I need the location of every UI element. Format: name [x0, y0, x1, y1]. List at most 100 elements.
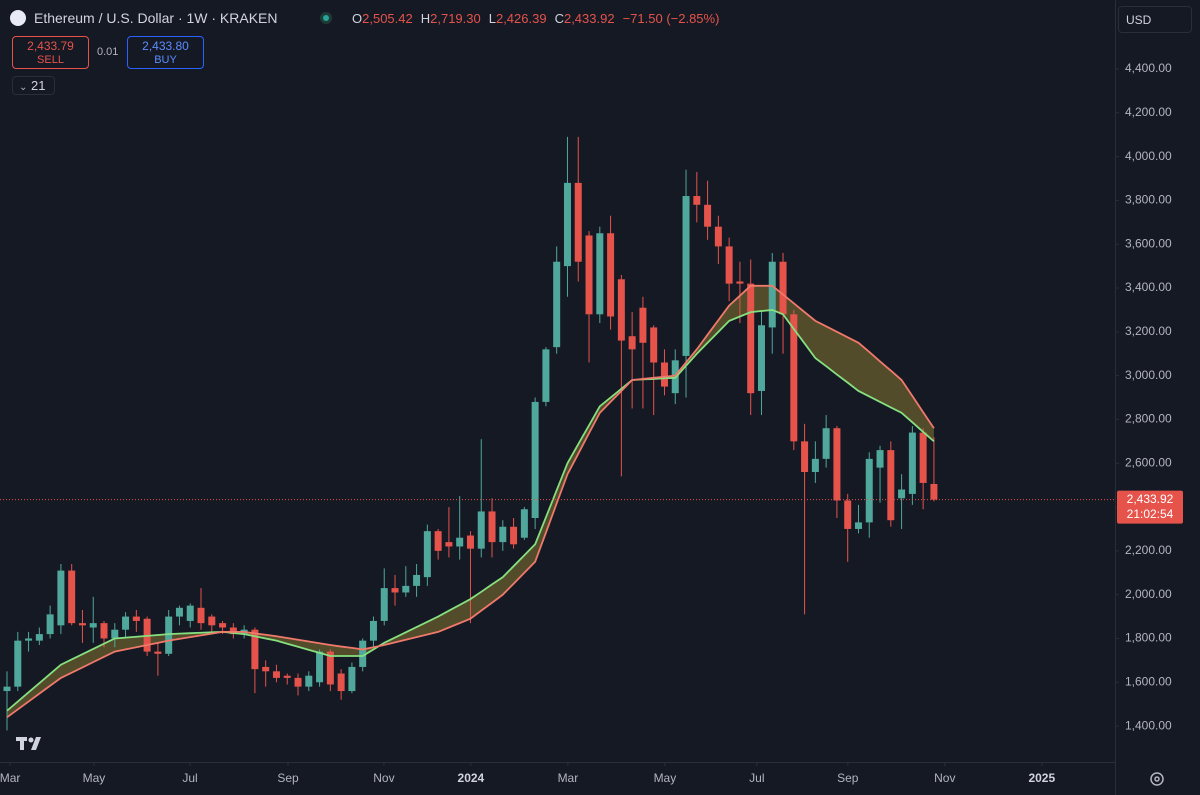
x-tick-label: Sep	[277, 771, 299, 785]
candle-body	[132, 616, 140, 621]
x-tick-label: Jul	[749, 771, 764, 785]
candle-body	[660, 362, 668, 387]
candle-body	[186, 605, 194, 621]
candle-body	[272, 671, 280, 678]
y-tick-label: 2,600.00	[1125, 455, 1172, 469]
candle-body	[445, 542, 453, 547]
candle-body	[639, 307, 647, 343]
indicator-length: 21	[31, 78, 46, 93]
eth-icon	[10, 10, 26, 26]
ema-line	[6, 309, 935, 712]
candle-body	[607, 233, 615, 317]
candle-body	[391, 588, 399, 593]
sell-label: SELL	[37, 54, 64, 66]
candle-body	[466, 535, 474, 549]
last-price-label: 2,433.92	[1127, 492, 1174, 506]
candle-body	[175, 607, 183, 617]
candle-body	[305, 675, 313, 687]
y-tick-label: 3,400.00	[1125, 280, 1172, 294]
candle-body	[919, 432, 927, 483]
x-tick-label: Mar	[0, 771, 20, 785]
candle-body	[122, 616, 130, 630]
candle-body	[68, 570, 76, 624]
buy-label: BUY	[154, 54, 177, 66]
candle-body	[574, 182, 582, 262]
candle-body	[520, 509, 528, 538]
candle-body	[283, 675, 291, 678]
candle-body	[704, 204, 712, 227]
candle-body	[219, 623, 227, 628]
y-tick-label: 2,800.00	[1125, 412, 1172, 426]
ohlc-value: 2,505.42	[362, 11, 413, 26]
candle-body	[348, 666, 356, 692]
candle-body	[596, 233, 604, 315]
candle-body	[35, 634, 43, 641]
candle-body	[736, 281, 744, 284]
y-tick-label: 2,000.00	[1125, 587, 1172, 601]
candle-body	[908, 432, 916, 494]
status-dot	[320, 12, 332, 24]
x-tick-label: Jul	[182, 771, 197, 785]
candle-body	[542, 349, 550, 402]
candle-body	[78, 623, 86, 626]
y-tick-label: 1,600.00	[1125, 674, 1172, 688]
countdown: 21:02:54	[1127, 507, 1174, 521]
candle-body	[229, 627, 237, 635]
ohlc-value: 2,426.39	[495, 11, 547, 26]
candle-body	[359, 640, 367, 667]
ohlc-key: O	[352, 11, 363, 26]
buy-button[interactable]: 2,433.80 BUY	[127, 36, 204, 69]
candle-body	[790, 314, 798, 442]
candle-body	[154, 651, 162, 654]
x-tick-label: 2024	[458, 771, 485, 785]
candle-body	[585, 235, 593, 315]
candle-body	[413, 574, 421, 586]
candle-body	[294, 677, 302, 687]
candle-body	[811, 458, 819, 473]
candle-body	[833, 428, 841, 501]
candle-body	[617, 279, 625, 341]
candle-body	[197, 607, 205, 624]
candle-body	[456, 537, 464, 547]
candle-body	[682, 196, 690, 356]
chevron: ⌄	[19, 82, 28, 93]
indicator-toggle[interactable]: ⌄ 21	[12, 76, 55, 95]
x-tick-label: May	[83, 771, 106, 785]
y-tick-label: 3,600.00	[1125, 236, 1172, 250]
candle-body	[714, 226, 722, 247]
x-tick-label: Mar	[558, 771, 579, 785]
candle-body	[768, 261, 776, 328]
candle-body	[111, 629, 119, 639]
y-tick-label: 3,200.00	[1125, 324, 1172, 338]
candle-body	[380, 588, 388, 621]
candle-body	[876, 450, 884, 468]
last-price-badge	[1117, 490, 1183, 524]
y-tick-label: 1,400.00	[1125, 718, 1172, 732]
currency-select[interactable]: USD	[1118, 6, 1192, 33]
y-tick-label: 1,800.00	[1125, 631, 1172, 645]
candle-body	[887, 450, 895, 521]
candle-body	[25, 638, 33, 641]
candle-body	[930, 483, 938, 500]
candle-body	[423, 531, 431, 578]
candle-body	[854, 522, 862, 529]
x-tick-label: Nov	[373, 771, 394, 785]
x-tick-label: Nov	[934, 771, 955, 785]
candle-body	[208, 616, 216, 626]
candle-body	[844, 500, 852, 529]
candle-body	[801, 441, 809, 473]
ohlc-key: H	[420, 11, 431, 26]
candle-body	[251, 629, 259, 670]
sell-button[interactable]: 2,433.79 SELL	[12, 36, 89, 69]
candle-body	[725, 246, 733, 284]
candle-body	[822, 428, 830, 459]
change: −71.50 (−2.85%)	[622, 11, 720, 26]
y-tick-label: 4,400.00	[1125, 61, 1172, 75]
candle-body	[488, 511, 496, 543]
settings-icon[interactable]	[1150, 772, 1164, 786]
candle-body	[100, 623, 108, 639]
candle-body	[650, 327, 658, 363]
candle-body	[477, 511, 485, 549]
